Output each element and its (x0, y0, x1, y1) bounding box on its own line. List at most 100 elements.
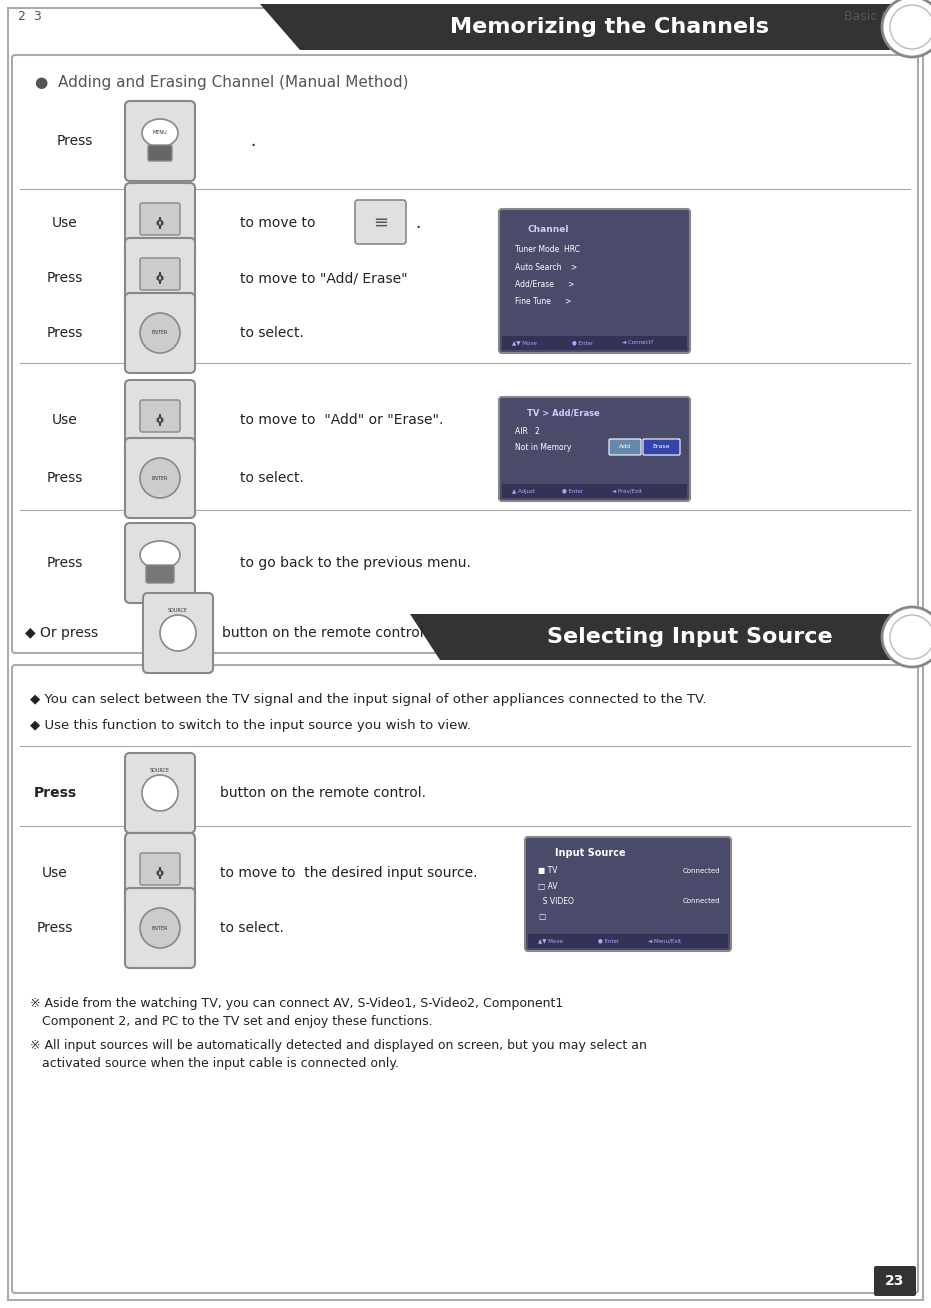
Text: Memorizing the Channels: Memorizing the Channels (451, 17, 770, 37)
Text: Tuner Mode  HRC: Tuner Mode HRC (515, 246, 580, 255)
FancyBboxPatch shape (125, 753, 195, 833)
Circle shape (890, 5, 931, 48)
Text: to move to  "Add" or "Erase".: to move to "Add" or "Erase". (240, 413, 443, 426)
FancyBboxPatch shape (125, 381, 195, 460)
FancyBboxPatch shape (528, 934, 728, 948)
Text: Selecting Input Source: Selecting Input Source (547, 627, 833, 647)
Text: Not in Memory: Not in Memory (515, 443, 572, 453)
FancyBboxPatch shape (140, 203, 180, 235)
FancyBboxPatch shape (143, 593, 213, 674)
Text: to go back to the previous menu.: to go back to the previous menu. (240, 556, 471, 570)
FancyBboxPatch shape (148, 145, 172, 161)
FancyBboxPatch shape (8, 8, 923, 1300)
Text: to select.: to select. (240, 471, 304, 485)
Text: AIR   2: AIR 2 (515, 426, 540, 436)
Text: .: . (415, 215, 420, 232)
Text: button on the remote control.: button on the remote control. (220, 786, 426, 800)
Text: ◆ You can select between the TV signal and the input signal of other appliances : ◆ You can select between the TV signal a… (30, 693, 707, 706)
FancyBboxPatch shape (502, 484, 687, 498)
Circle shape (890, 615, 931, 659)
Text: SOURCE: SOURCE (168, 608, 188, 613)
Text: ▲▼ Move: ▲▼ Move (512, 340, 537, 345)
FancyBboxPatch shape (12, 55, 918, 653)
Text: Press: Press (34, 786, 76, 800)
FancyBboxPatch shape (643, 439, 680, 455)
Text: Press: Press (37, 921, 74, 935)
FancyBboxPatch shape (125, 833, 195, 913)
FancyBboxPatch shape (499, 398, 690, 501)
Circle shape (882, 607, 931, 667)
Text: □ AV: □ AV (538, 882, 558, 891)
FancyBboxPatch shape (525, 837, 731, 951)
Text: Erase: Erase (653, 445, 669, 450)
Text: ◆ Use this function to switch to the input source you wish to view.: ◆ Use this function to switch to the inp… (30, 718, 471, 731)
Text: Fine Tune      >: Fine Tune > (515, 297, 572, 306)
Text: ▲ Adjust: ▲ Adjust (512, 488, 535, 493)
Text: button on the remote control.: button on the remote control. (222, 627, 428, 640)
FancyBboxPatch shape (12, 664, 918, 1294)
Text: Add/Erase      >: Add/Erase > (515, 280, 574, 289)
FancyBboxPatch shape (609, 439, 641, 455)
Text: □: □ (538, 912, 546, 921)
Text: Channel: Channel (527, 225, 569, 234)
FancyBboxPatch shape (874, 1266, 916, 1296)
Text: ● Enter: ● Enter (572, 340, 593, 345)
Text: activated source when the input cable is connected only.: activated source when the input cable is… (30, 1057, 399, 1070)
Text: MENU: MENU (153, 131, 168, 136)
FancyBboxPatch shape (140, 400, 180, 432)
Text: Press: Press (47, 271, 83, 285)
Circle shape (142, 776, 178, 811)
FancyBboxPatch shape (125, 523, 195, 603)
Text: Press: Press (47, 471, 83, 485)
Text: ※ All input sources will be automatically detected and displayed on screen, but : ※ All input sources will be automaticall… (30, 1040, 647, 1053)
Text: to select.: to select. (240, 326, 304, 340)
Text: to move to  the desired input source.: to move to the desired input source. (220, 866, 478, 880)
FancyBboxPatch shape (355, 200, 406, 245)
Text: Basic Use: Basic Use (844, 9, 905, 22)
Text: Connected: Connected (682, 899, 720, 904)
Text: 23: 23 (885, 1274, 905, 1288)
Text: ▲▼ Move: ▲▼ Move (538, 939, 563, 943)
Text: ≡: ≡ (373, 215, 388, 232)
Text: ◆ Or press: ◆ Or press (25, 627, 98, 640)
Text: 2  3: 2 3 (18, 9, 42, 22)
FancyBboxPatch shape (125, 438, 195, 518)
Text: ENTER: ENTER (152, 926, 169, 930)
Text: Use: Use (52, 413, 78, 426)
Text: ● Enter: ● Enter (562, 488, 583, 493)
Text: Use: Use (52, 216, 78, 230)
Text: ENTER: ENTER (152, 476, 169, 480)
Text: to move to "Add/ Erase": to move to "Add/ Erase" (240, 271, 408, 285)
Text: ◄ Connect?: ◄ Connect? (622, 340, 654, 345)
Circle shape (882, 0, 931, 58)
FancyBboxPatch shape (125, 238, 195, 318)
Text: ■ TV: ■ TV (538, 866, 558, 875)
FancyBboxPatch shape (125, 183, 195, 263)
Text: .: . (560, 624, 565, 642)
Text: to move to: to move to (240, 216, 316, 230)
Circle shape (140, 458, 180, 498)
Text: Use: Use (42, 866, 68, 880)
Text: to select.: to select. (220, 921, 284, 935)
Ellipse shape (142, 119, 178, 146)
FancyBboxPatch shape (140, 258, 180, 290)
Text: ※ Aside from the watching TV, you can connect AV, S-Video1, S-Video2, Component1: ※ Aside from the watching TV, you can co… (30, 997, 563, 1010)
FancyBboxPatch shape (499, 209, 690, 353)
Circle shape (160, 615, 196, 651)
Text: Press: Press (47, 556, 83, 570)
Text: Component 2, and PC to the TV set and enjoy these functions.: Component 2, and PC to the TV set and en… (30, 1015, 433, 1028)
Text: ENTER: ENTER (152, 331, 169, 335)
Text: Press: Press (57, 133, 93, 148)
Polygon shape (260, 4, 922, 50)
Text: ◄ Prev/Exit: ◄ Prev/Exit (612, 488, 642, 493)
FancyBboxPatch shape (125, 101, 195, 181)
FancyBboxPatch shape (502, 336, 687, 351)
Text: TV > Add/Erase: TV > Add/Erase (527, 408, 600, 417)
FancyBboxPatch shape (146, 565, 174, 583)
Ellipse shape (140, 542, 180, 569)
FancyBboxPatch shape (125, 888, 195, 968)
Text: Input Source: Input Source (555, 848, 626, 858)
Circle shape (140, 908, 180, 948)
Text: ● Enter: ● Enter (598, 939, 619, 943)
Text: ◄ Menu/Exit: ◄ Menu/Exit (648, 939, 681, 943)
